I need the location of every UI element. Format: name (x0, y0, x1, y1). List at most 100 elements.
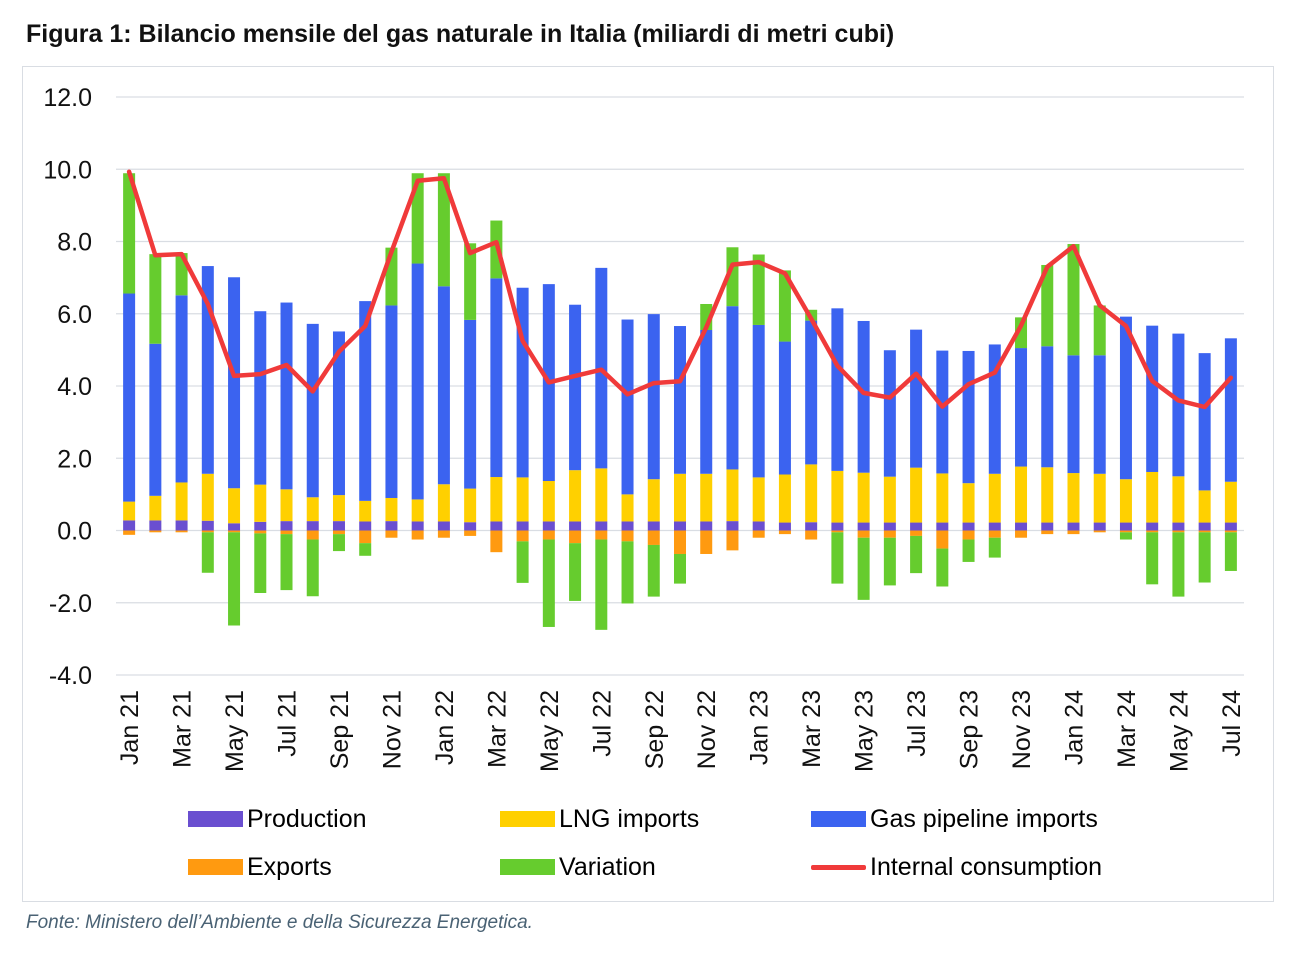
bar-pipeline (1198, 353, 1211, 491)
chart-title: Figura 1: Bilancio mensile del gas natur… (26, 20, 895, 48)
bar-exports (936, 530, 949, 549)
bar-exports (280, 530, 293, 535)
bar-variation (149, 254, 162, 344)
bar-pipeline (910, 329, 923, 468)
bar-production (1015, 522, 1028, 531)
bar-variation (1093, 305, 1106, 356)
bar-pipeline (778, 341, 791, 475)
bar-exports (1093, 530, 1106, 533)
bar-exports (569, 530, 582, 544)
bar-production (332, 521, 345, 531)
legend-label-consumption: Internal consumption (870, 852, 1103, 881)
bar-lng (1041, 467, 1054, 523)
bar-lng (175, 482, 188, 521)
bar-pipeline (385, 305, 398, 498)
bar-exports (1041, 530, 1054, 535)
bar-variation (280, 534, 293, 591)
bar-variation (201, 532, 214, 573)
bar-pipeline (516, 287, 529, 478)
bar-lng (385, 497, 398, 522)
bar-pipeline (700, 330, 713, 474)
bar-pipeline (1015, 348, 1028, 467)
bar-variation (1224, 532, 1237, 571)
bar-lng (516, 477, 529, 522)
bar-pipeline (674, 326, 686, 474)
bar-production (385, 521, 398, 531)
bar-lng (1093, 473, 1106, 523)
bar-production (1146, 522, 1159, 531)
bar-production (621, 521, 634, 531)
bar-lng (542, 481, 555, 522)
bar-exports (411, 530, 424, 540)
bar-exports (962, 530, 975, 540)
bar-lng (569, 470, 582, 522)
bar-pipeline (1041, 346, 1054, 468)
bar-production (123, 520, 136, 531)
bar-exports (359, 530, 372, 544)
bar-pipeline (805, 320, 818, 465)
bar-production (201, 520, 214, 531)
bar-exports (464, 530, 477, 536)
bar-variation (936, 548, 949, 587)
bar-exports (752, 530, 765, 538)
bar-production (936, 522, 949, 531)
bar-production (1172, 522, 1185, 531)
bar-production (988, 522, 1001, 531)
legend-label-lng: LNG imports (559, 804, 700, 833)
x-tick-label: Jul 21 (274, 690, 302, 757)
legend-swatch-pipeline (811, 811, 866, 827)
bar-production (1041, 522, 1054, 531)
bar-exports (910, 530, 923, 536)
bar-lng (123, 501, 136, 521)
legend-label-production: Production (247, 804, 367, 833)
bar-lng (201, 473, 214, 521)
bar-lng (831, 470, 844, 523)
legend-item-consumption: Internal consumption (811, 852, 1102, 882)
bar-pipeline (228, 277, 241, 489)
bar-pipeline (647, 314, 660, 480)
y-tick-label: 12.0 (43, 84, 92, 112)
bar-lng (1146, 471, 1159, 523)
bar-variation (1041, 264, 1054, 347)
bar-production (437, 521, 450, 531)
x-tick-label: May 24 (1165, 690, 1193, 772)
bar-exports (306, 530, 319, 540)
bar-lng (254, 484, 267, 522)
bar-variation (1172, 532, 1185, 597)
bar-production (1093, 522, 1106, 531)
legend-swatch-lng (500, 811, 555, 827)
bar-production (883, 522, 896, 531)
bar-variation (621, 541, 634, 604)
bar-variation (306, 539, 319, 597)
x-tick-label: Jul 23 (903, 690, 931, 757)
bar-lng (778, 474, 791, 523)
bar-variation (647, 544, 660, 597)
legend-item-exports: Exports (188, 852, 332, 882)
bar-lng (1198, 490, 1211, 523)
bar-variation (674, 553, 686, 584)
x-tick-label: Mar 24 (1113, 690, 1141, 768)
bar-variation (332, 534, 345, 552)
bar-variation (228, 532, 241, 626)
x-tick-label: Sep 23 (956, 690, 984, 769)
bar-production (1067, 522, 1080, 531)
legend-item-production: Production (188, 804, 367, 834)
bar-production (411, 521, 424, 531)
bar-exports (149, 530, 162, 533)
bar-variation (726, 247, 739, 307)
bar-pipeline (857, 320, 870, 473)
legend-swatch-production (188, 811, 243, 827)
x-tick-label: May 22 (536, 690, 564, 772)
bar-production (254, 521, 267, 531)
bar-pipeline (437, 286, 450, 485)
bar-lng (359, 500, 372, 522)
bar-pipeline (280, 302, 293, 490)
legend-item-lng: LNG imports (500, 804, 699, 834)
bar-exports (1067, 530, 1080, 535)
bar-lng (332, 495, 345, 522)
bar-exports (437, 530, 450, 538)
bar-pipeline (123, 293, 136, 502)
bar-lng (621, 494, 634, 522)
bar-pipeline (464, 319, 477, 489)
bar-variation (962, 539, 975, 562)
